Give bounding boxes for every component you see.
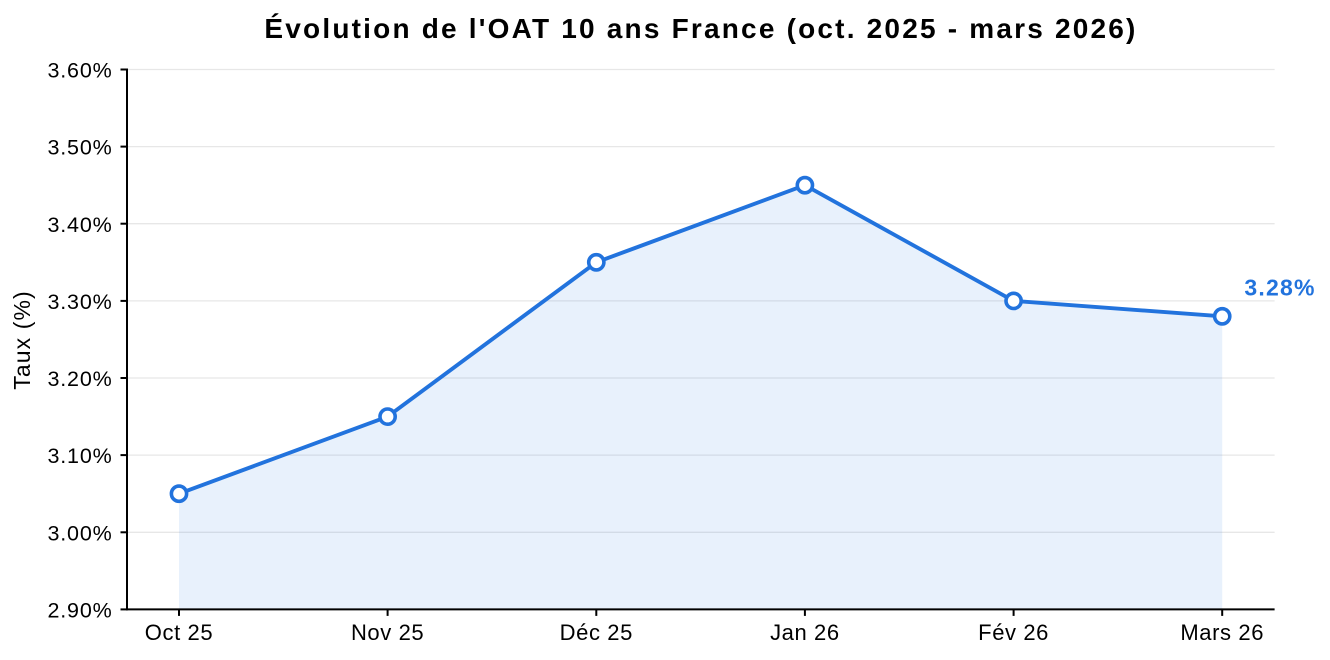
- svg-text:Nov 25: Nov 25: [351, 620, 424, 645]
- svg-text:3.30%: 3.30%: [48, 290, 113, 314]
- svg-text:2.90%: 2.90%: [48, 599, 113, 623]
- svg-text:Oct 25: Oct 25: [145, 620, 213, 645]
- svg-text:Taux (%): Taux (%): [9, 290, 35, 390]
- svg-text:3.20%: 3.20%: [48, 367, 113, 391]
- svg-text:3.40%: 3.40%: [48, 213, 113, 237]
- svg-text:3.28%: 3.28%: [1244, 275, 1315, 301]
- svg-text:Déc 25: Déc 25: [560, 620, 633, 645]
- svg-text:Fév 26: Fév 26: [978, 620, 1049, 645]
- svg-text:3.60%: 3.60%: [48, 59, 113, 83]
- svg-text:Jan 26: Jan 26: [770, 620, 840, 645]
- svg-text:Mars 26: Mars 26: [1180, 620, 1264, 645]
- svg-text:3.00%: 3.00%: [48, 521, 113, 545]
- svg-text:3.50%: 3.50%: [48, 136, 113, 160]
- svg-text:Évolution de l'OAT 10 ans Fran: Évolution de l'OAT 10 ans France (oct. 2…: [264, 13, 1137, 44]
- svg-text:3.10%: 3.10%: [48, 444, 113, 468]
